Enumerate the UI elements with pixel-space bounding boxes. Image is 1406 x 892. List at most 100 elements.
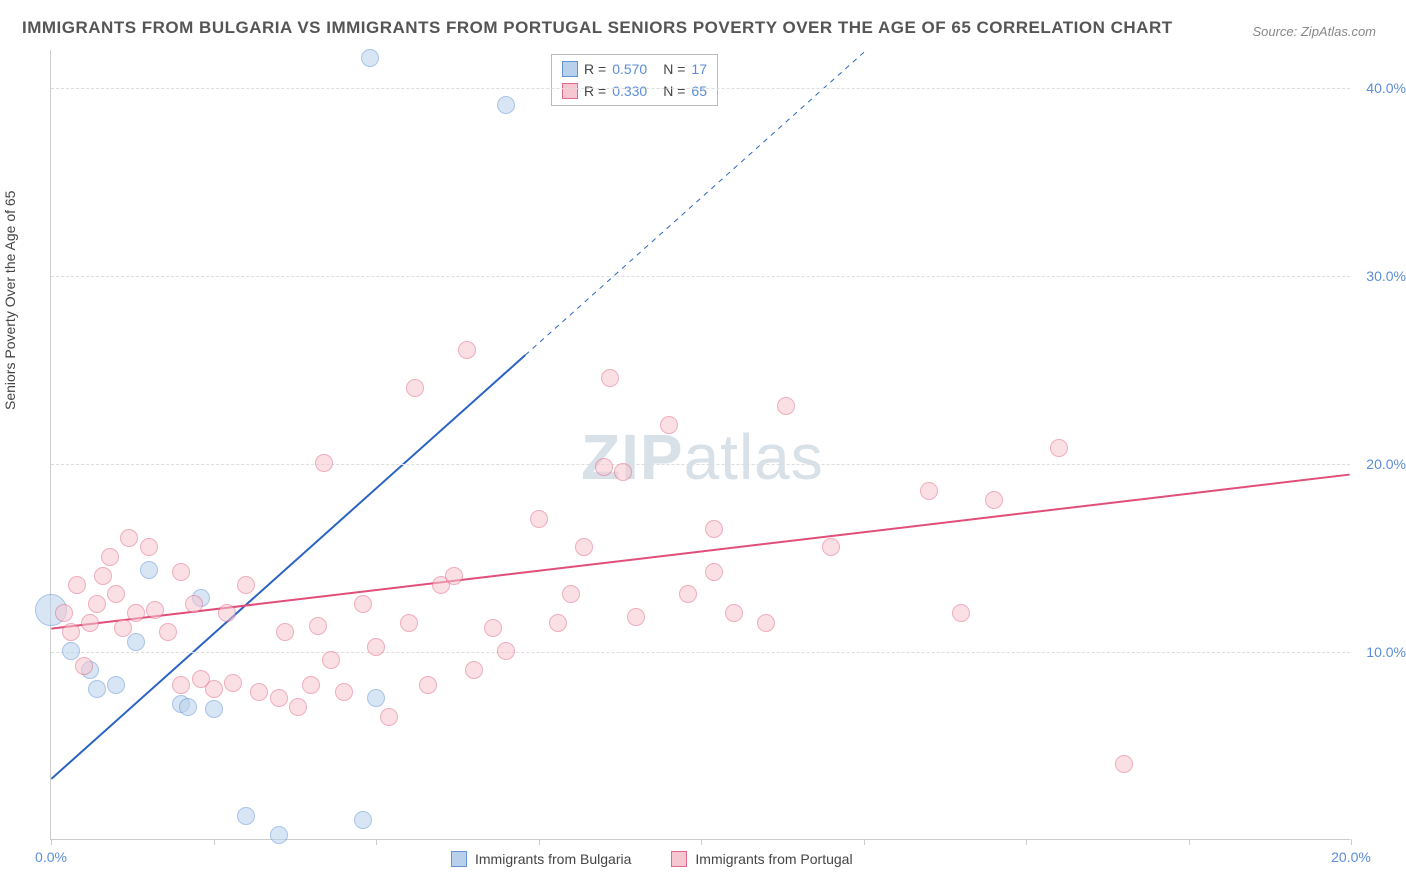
scatter-point — [575, 538, 593, 556]
series-legend: Immigrants from Bulgaria Immigrants from … — [451, 851, 853, 867]
y-tick-label: 30.0% — [1366, 268, 1406, 284]
scatter-point — [237, 576, 255, 594]
legend-swatch — [671, 851, 687, 867]
scatter-point — [705, 563, 723, 581]
trend-lines — [51, 50, 1350, 839]
y-axis-label: Seniors Poverty Over the Age of 65 — [2, 191, 18, 410]
scatter-point — [107, 585, 125, 603]
scatter-point — [55, 604, 73, 622]
scatter-point — [614, 463, 632, 481]
scatter-point — [270, 826, 288, 844]
scatter-point — [354, 595, 372, 613]
scatter-point — [62, 623, 80, 641]
gridline — [51, 652, 1350, 653]
x-tick — [51, 839, 52, 845]
scatter-point — [127, 604, 145, 622]
legend-n-value: 65 — [691, 83, 707, 99]
scatter-point — [458, 341, 476, 359]
legend-swatch — [562, 61, 578, 77]
watermark-atlas: atlas — [684, 421, 824, 493]
gridline — [51, 276, 1350, 277]
x-tick — [214, 839, 215, 845]
scatter-point — [94, 567, 112, 585]
x-tick-label: 20.0% — [1331, 849, 1371, 865]
x-tick — [539, 839, 540, 845]
scatter-point — [107, 676, 125, 694]
x-tick — [376, 839, 377, 845]
scatter-point — [205, 680, 223, 698]
scatter-point — [146, 601, 164, 619]
scatter-point — [335, 683, 353, 701]
scatter-point — [679, 585, 697, 603]
x-tick — [701, 839, 702, 845]
scatter-point — [406, 379, 424, 397]
legend-r-label: R = — [584, 83, 606, 99]
scatter-point — [224, 674, 242, 692]
correlation-legend: R = 0.570 N = 17 R = 0.330 N = 65 — [551, 54, 718, 106]
scatter-point — [725, 604, 743, 622]
legend-n-value: 17 — [691, 61, 707, 77]
scatter-point — [185, 595, 203, 613]
legend-swatch — [562, 83, 578, 99]
legend-label: Immigrants from Bulgaria — [475, 851, 631, 867]
legend-n-label: N = — [663, 83, 685, 99]
scatter-point — [497, 642, 515, 660]
legend-r-value: 0.330 — [612, 83, 647, 99]
scatter-point — [660, 416, 678, 434]
scatter-point — [88, 595, 106, 613]
scatter-point — [140, 561, 158, 579]
legend-r-label: R = — [584, 61, 606, 77]
scatter-point — [367, 689, 385, 707]
scatter-point — [354, 811, 372, 829]
scatter-point — [127, 633, 145, 651]
scatter-point — [1050, 439, 1068, 457]
scatter-point — [172, 563, 190, 581]
gridline — [51, 88, 1350, 89]
scatter-point — [549, 614, 567, 632]
scatter-point — [237, 807, 255, 825]
scatter-point — [270, 689, 288, 707]
legend-row: R =0.570N =17 — [562, 58, 707, 80]
scatter-point — [484, 619, 502, 637]
scatter-point — [1115, 755, 1133, 773]
scatter-point — [289, 698, 307, 716]
scatter-point — [757, 614, 775, 632]
scatter-point — [322, 651, 340, 669]
legend-item: Immigrants from Bulgaria — [451, 851, 631, 867]
scatter-point — [985, 491, 1003, 509]
scatter-point — [68, 576, 86, 594]
scatter-point — [218, 604, 236, 622]
scatter-point — [140, 538, 158, 556]
scatter-point — [627, 608, 645, 626]
scatter-point — [120, 529, 138, 547]
scatter-point — [315, 454, 333, 472]
scatter-point — [205, 700, 223, 718]
scatter-point — [705, 520, 723, 538]
scatter-point — [562, 585, 580, 603]
scatter-point — [159, 623, 177, 641]
scatter-point — [367, 638, 385, 656]
scatter-point — [380, 708, 398, 726]
scatter-point — [309, 617, 327, 635]
scatter-point — [101, 548, 119, 566]
scatter-point — [81, 614, 99, 632]
scatter-point — [777, 397, 795, 415]
x-tick — [1351, 839, 1352, 845]
scatter-point — [920, 482, 938, 500]
chart-title: IMMIGRANTS FROM BULGARIA VS IMMIGRANTS F… — [22, 18, 1173, 38]
legend-row: R = 0.330 N = 65 — [562, 80, 707, 102]
scatter-point — [75, 657, 93, 675]
scatter-point — [497, 96, 515, 114]
scatter-point — [172, 676, 190, 694]
chart-plot-area: ZIPatlas R =0.570N =17R =0.330N =65 Immi… — [50, 50, 1350, 840]
legend-item: Immigrants from Portugal — [671, 851, 852, 867]
scatter-point — [601, 369, 619, 387]
gridline — [51, 464, 1350, 465]
scatter-point — [62, 642, 80, 660]
scatter-point — [361, 49, 379, 67]
legend-r-value: 0.570 — [612, 61, 647, 77]
scatter-point — [445, 567, 463, 585]
x-tick — [864, 839, 865, 845]
source-label: Source: ZipAtlas.com — [1252, 24, 1376, 39]
scatter-point — [465, 661, 483, 679]
